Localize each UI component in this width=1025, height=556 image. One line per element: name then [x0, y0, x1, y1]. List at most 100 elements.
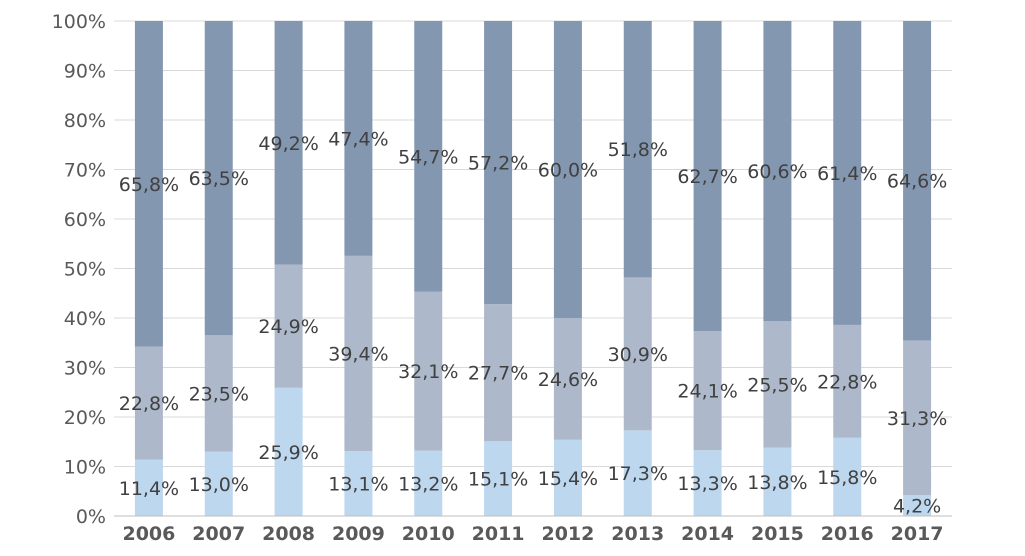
y-tick-label: 30% [64, 358, 106, 380]
data-label-top-2017: 64,6% [887, 171, 947, 193]
data-label-bottom-2012: 15,4% [538, 468, 598, 490]
bar-segment-bottom-2015 [763, 447, 792, 516]
y-tick-label: 40% [64, 308, 106, 330]
bar-segment-bottom-2010 [414, 450, 443, 516]
y-tick-label: 60% [64, 209, 106, 231]
bar-segment-bottom-2012 [553, 439, 582, 516]
bar-segment-bottom-2007 [204, 451, 233, 516]
x-tick-label-2007: 2007 [192, 523, 245, 545]
data-label-top-2012: 60,0% [538, 160, 598, 182]
data-label-top-2008: 49,2% [258, 133, 318, 155]
y-tick-label: 0% [76, 506, 106, 528]
data-label-top-2016: 61,4% [817, 163, 877, 185]
data-label-bottom-2011: 15,1% [468, 469, 528, 491]
data-label-bottom-2015: 13,8% [747, 472, 807, 494]
bar-segment-top-2010 [414, 21, 443, 292]
x-tick-label-2015: 2015 [751, 523, 804, 545]
x-tick-label-2009: 2009 [332, 523, 385, 545]
data-label-middle-2010: 32,1% [398, 361, 458, 383]
data-label-middle-2014: 24,1% [677, 381, 737, 403]
data-label-middle-2006: 22,8% [119, 393, 179, 415]
data-label-middle-2008: 24,9% [258, 316, 318, 338]
data-label-bottom-2006: 11,4% [119, 478, 179, 500]
data-label-middle-2007: 23,5% [189, 383, 249, 405]
x-tick-label-2016: 2016 [821, 523, 874, 545]
x-tick-label-2011: 2011 [472, 523, 525, 545]
bar-segment-middle-2006 [134, 346, 163, 460]
data-label-top-2014: 62,7% [677, 166, 737, 188]
x-tick-label-2014: 2014 [681, 523, 734, 545]
bar-segment-middle-2014 [693, 331, 722, 451]
bar-segment-bottom-2006 [134, 459, 163, 516]
bar-segment-top-2011 [484, 21, 513, 305]
data-label-bottom-2008: 25,9% [258, 442, 318, 464]
data-label-top-2009: 47,4% [328, 128, 388, 150]
bar-segment-bottom-2009 [344, 451, 373, 516]
bar-segment-bottom-2008 [274, 387, 303, 516]
data-label-middle-2013: 30,9% [608, 344, 668, 366]
data-label-top-2011: 57,2% [468, 153, 528, 175]
bar-segment-middle-2012 [553, 318, 582, 440]
x-tick-label-2010: 2010 [402, 523, 455, 545]
bar-segment-middle-2010 [414, 291, 443, 451]
y-tick-label: 50% [64, 259, 106, 281]
x-tick-label-2008: 2008 [262, 523, 315, 545]
bar-segment-middle-2013 [623, 277, 652, 431]
x-tick-label-2013: 2013 [611, 523, 664, 545]
data-label-middle-2012: 24,6% [538, 369, 598, 391]
data-label-middle-2015: 25,5% [747, 374, 807, 396]
bar-segment-middle-2007 [204, 335, 233, 452]
bar-segment-top-2012 [553, 21, 582, 318]
x-tick-label-2017: 2017 [891, 523, 944, 545]
data-label-top-2015: 60,6% [747, 161, 807, 183]
bar-segment-middle-2017 [903, 340, 932, 496]
gridlines [114, 20, 952, 467]
bar-segment-top-2015 [763, 21, 792, 322]
data-label-top-2013: 51,8% [608, 139, 668, 161]
y-tick-label: 80% [64, 110, 106, 132]
data-label-bottom-2009: 13,1% [328, 474, 388, 496]
data-label-bottom-2016: 15,8% [817, 467, 877, 489]
axes: 0% 10% 20% 30% 40% 50% 60% 70% 80% 90% 100% 2006 200… [52, 11, 952, 545]
x-tick-label-2006: 2006 [122, 523, 175, 545]
y-tick-label: 70% [64, 160, 106, 182]
x-tick-label-2012: 2012 [541, 523, 594, 545]
y-tick-label: 20% [64, 407, 106, 429]
bar-segment-bottom-2016 [833, 437, 862, 516]
bar-segment-top-2016 [833, 21, 862, 325]
y-tick-label: 10% [64, 457, 106, 479]
bar-segment-top-2017 [903, 21, 932, 341]
bar-segment-bottom-2014 [693, 450, 722, 516]
bar-segment-bottom-2011 [484, 441, 513, 516]
bar-segment-top-2014 [693, 21, 722, 332]
data-label-bottom-2013: 17,3% [608, 463, 668, 485]
bar-segment-bottom-2017 [903, 495, 932, 516]
data-label-bottom-2014: 13,3% [677, 473, 737, 495]
bar-segment-top-2009 [344, 21, 373, 256]
bar-segment-top-2013 [623, 21, 652, 278]
data-label-middle-2009: 39,4% [328, 343, 388, 365]
bar-segment-top-2008 [274, 21, 303, 265]
data-label-top-2010: 54,7% [398, 146, 458, 168]
data-label-bottom-2007: 13,0% [189, 474, 249, 496]
data-labels: 11,4% 22,8% 65,8% 13,0% 23,5% 63,5% 25,9% 24,9%… [119, 128, 948, 517]
bar-segment-middle-2016 [833, 324, 862, 438]
bar-segment-top-2006 [134, 21, 163, 347]
data-label-middle-2011: 27,7% [468, 363, 528, 385]
y-tick-label: 100% [52, 11, 106, 33]
data-label-middle-2016: 22,8% [817, 371, 877, 393]
data-label-bottom-2017: 4,2% [893, 496, 941, 518]
bar-segment-middle-2011 [484, 304, 513, 442]
bar-segment-top-2007 [204, 21, 233, 336]
bar-segment-middle-2008 [274, 264, 303, 388]
bar-segment-middle-2009 [344, 255, 373, 452]
y-tick-label: 90% [64, 61, 106, 83]
bar-segment-middle-2015 [763, 321, 792, 448]
bars [134, 21, 932, 516]
bar-segment-bottom-2013 [623, 430, 652, 516]
data-label-middle-2017: 31,3% [887, 408, 947, 430]
data-label-bottom-2010: 13,2% [398, 473, 458, 495]
data-label-top-2006: 65,8% [119, 174, 179, 196]
data-label-top-2007: 63,5% [189, 168, 249, 190]
